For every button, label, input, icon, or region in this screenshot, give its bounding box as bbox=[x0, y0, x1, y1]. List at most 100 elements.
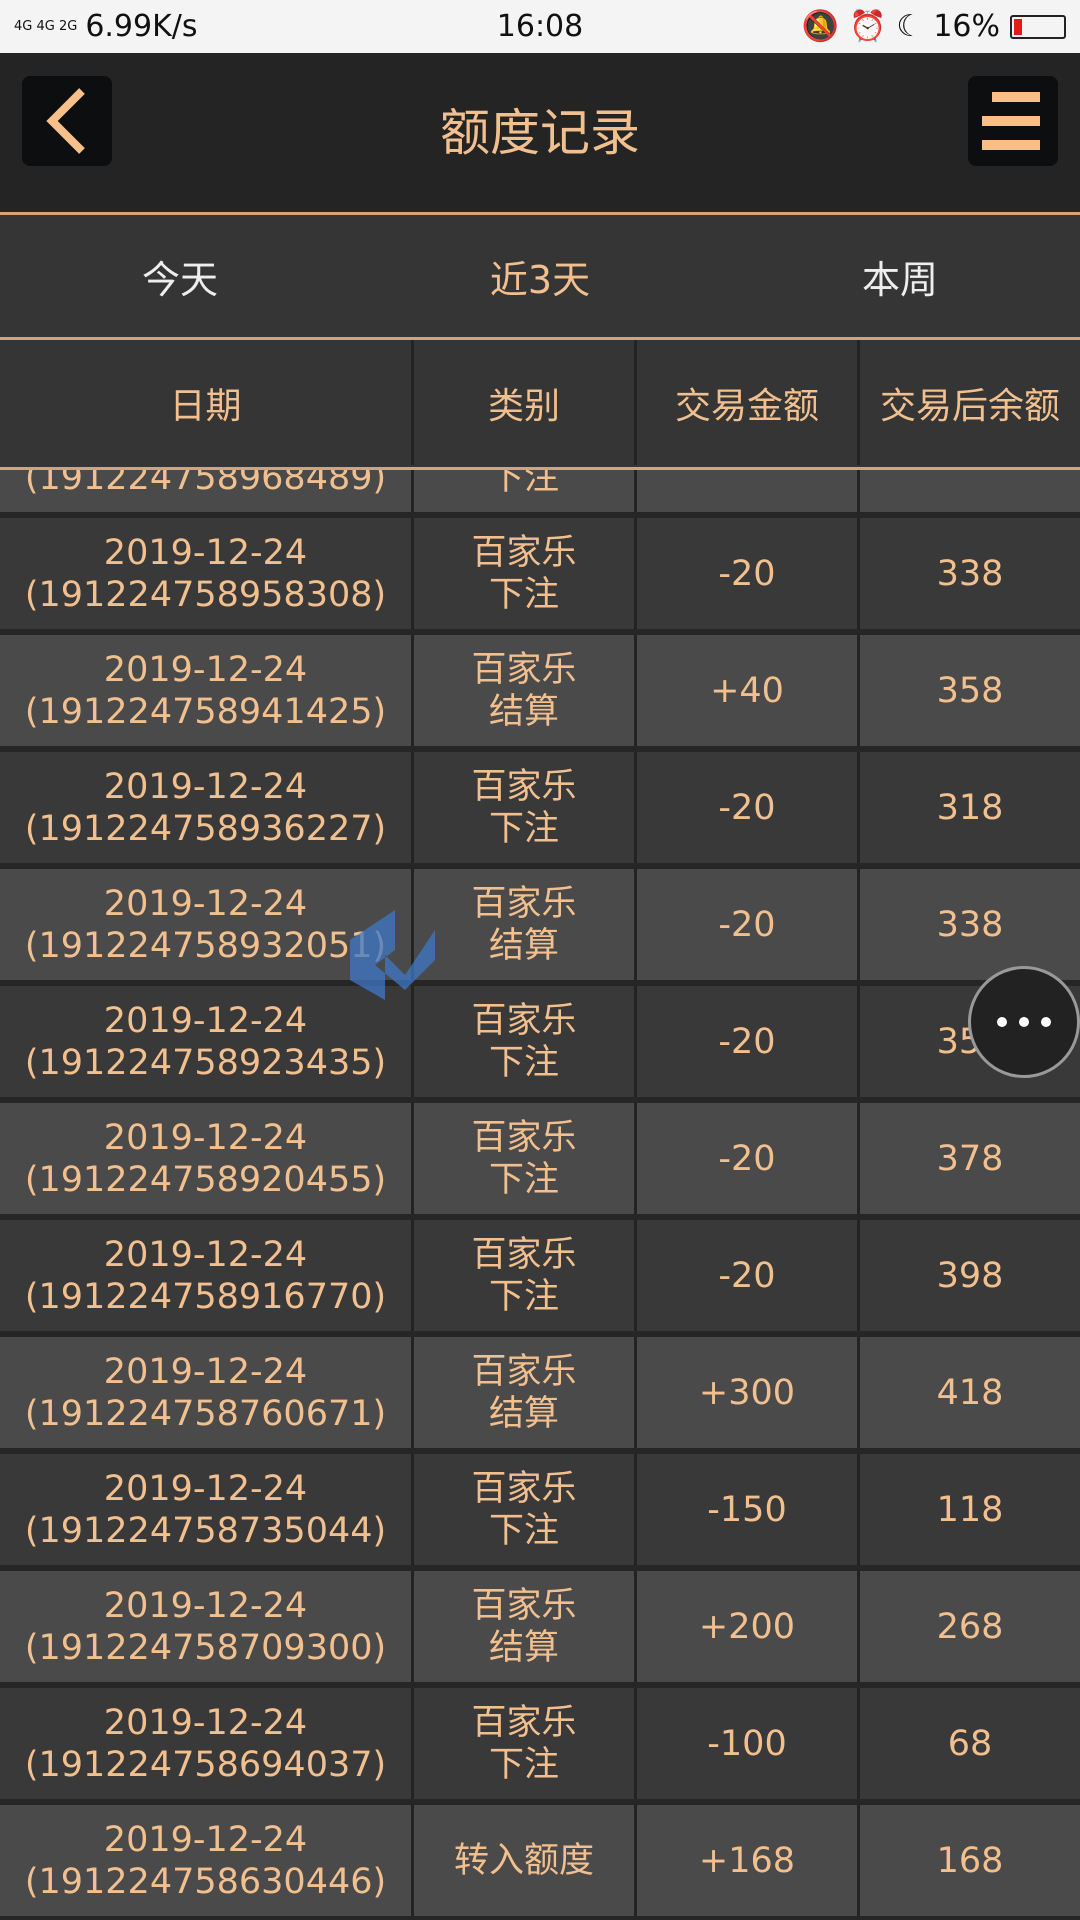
bell-muted-icon: 🔕 bbox=[801, 9, 840, 44]
balance-cell: 418 bbox=[936, 1372, 1004, 1413]
category-type: 结算 bbox=[488, 925, 559, 966]
category-cell: 百家乐下注 bbox=[414, 1688, 637, 1799]
table-row[interactable]: 2019-12-24 (191224758709300) 百家乐 结算 +200 268 bbox=[0, 1571, 1080, 1688]
dot-icon bbox=[1019, 1017, 1029, 1027]
back-button[interactable] bbox=[22, 76, 112, 166]
category-type: 结算 bbox=[488, 691, 559, 732]
date: 2019-12-24 bbox=[103, 1702, 308, 1743]
category-game: 百家乐 bbox=[471, 1468, 577, 1509]
menu-button[interactable] bbox=[968, 76, 1058, 166]
tab-this-week[interactable]: 本周 bbox=[861, 257, 938, 302]
category-game: 百家乐 bbox=[471, 649, 577, 690]
amount-cell: +200 bbox=[637, 1571, 860, 1682]
date: 2019-12-24 bbox=[103, 883, 308, 924]
table-row[interactable]: 2019-12-24 (191224758932051) 百家乐 结算 -20 338 bbox=[0, 869, 1080, 986]
table-row[interactable]: 2019-12-24 (191224758694037) 百家乐 下注 -100 68 bbox=[0, 1688, 1080, 1805]
table-row[interactable]: 2019-12-24 (191224758920455) 百家乐 下注 -20 378 bbox=[0, 1103, 1080, 1220]
category-game: 百家乐 bbox=[471, 1702, 577, 1743]
order-id: (191224758958308) bbox=[24, 574, 387, 615]
order-id: (191224758709300) bbox=[24, 1627, 387, 1668]
date: 2019-12-24 bbox=[103, 766, 308, 807]
balance-cell: 68 bbox=[947, 1723, 993, 1764]
category-game: 百家乐 bbox=[471, 1117, 577, 1158]
records-table[interactable]: 2019-12-24(191224758968489)百家乐下注-2031820… bbox=[0, 470, 1080, 1920]
order-id: (191224758932051) bbox=[24, 925, 387, 966]
tab-last-3-days[interactable]: 近3天 bbox=[489, 257, 591, 302]
more-options-button[interactable] bbox=[968, 966, 1080, 1078]
menu-icon bbox=[982, 92, 1040, 150]
battery-icon bbox=[1010, 14, 1066, 39]
table-row[interactable]: 2019-12-24 (191224758958308) 百家乐 下注 -20 338 bbox=[0, 518, 1080, 635]
amount-cell: +300 bbox=[637, 1337, 860, 1448]
category-game: 百家乐 bbox=[471, 766, 577, 807]
date-cell: 2019-12-24 (191224758958308) bbox=[0, 518, 414, 629]
category-cell: 百家乐 结算 bbox=[414, 869, 637, 980]
category-type: 下注 bbox=[488, 574, 559, 615]
battery-percent: 16% bbox=[933, 9, 1000, 44]
amount-cell: -150 bbox=[637, 1454, 860, 1565]
table-header: 日期 类别 交易金额 交易后余额 bbox=[0, 340, 1080, 470]
column-amount: 交易金额 bbox=[637, 340, 860, 465]
alarm-icon: ⏰ bbox=[849, 9, 887, 44]
table-row[interactable]: 2019-12-24 (191224758941425) 百家乐 结算 +40 358 bbox=[0, 635, 1080, 752]
category-game: 百家乐 bbox=[471, 1000, 577, 1041]
date-cell: 2019-12-24 (191224758630446) bbox=[0, 1805, 414, 1916]
table-row[interactable]: 2019-12-24 (191224758630446) 转入额度 +168 168 bbox=[0, 1805, 1080, 1920]
table-row[interactable]: 2019-12-24 (191224758735044) 百家乐 下注 -150 118 bbox=[0, 1454, 1080, 1571]
date-cell: 2019-12-24 (191224758735044) bbox=[0, 1454, 414, 1565]
date-range-tabs: 今天 近3天 本周 bbox=[0, 212, 1080, 340]
table-row[interactable]: 2019-12-24 (191224758936227) 百家乐 下注 -20 318 bbox=[0, 752, 1080, 869]
category-type: 下注 bbox=[488, 1276, 559, 1317]
date-cell: 2019-12-24 (191224758920455) bbox=[0, 1103, 414, 1214]
category-cell: 百家乐下注 bbox=[414, 1103, 637, 1214]
balance-cell: 378 bbox=[936, 1138, 1004, 1179]
date-cell: 2019-12-24 (191224758936227) bbox=[0, 752, 414, 863]
category-cell: 百家乐下注 bbox=[414, 752, 637, 863]
date-cell: 2019-12-24 (191224758709300) bbox=[0, 1571, 414, 1682]
category-type: 结算 bbox=[488, 1393, 559, 1434]
balance-cell: 358 bbox=[936, 670, 1004, 711]
date-cell: 2019-12-24 (191224758941425) bbox=[0, 635, 414, 746]
table-row[interactable]: 2019-12-24 (191224758923435) 百家乐 下注 -20 358 bbox=[0, 986, 1080, 1103]
table-row[interactable]: 2019-12-24 (191224758916770) 百家乐 下注 -20 398 bbox=[0, 1220, 1080, 1337]
category-game: 百家乐 bbox=[471, 883, 577, 924]
amount-cell: -20 bbox=[637, 1103, 860, 1214]
balance-cell: 398 bbox=[936, 1255, 1004, 1296]
category-cell: 百家乐下注 bbox=[414, 1454, 637, 1565]
balance-cell: 268 bbox=[936, 1606, 1004, 1647]
balance-cell: 318 bbox=[936, 787, 1004, 828]
amount-cell: +168 bbox=[637, 1805, 860, 1916]
network-speed: 6.99K/s bbox=[85, 9, 198, 44]
date-cell: 2019-12-24 (191224758916770) bbox=[0, 1220, 414, 1331]
date: 2019-12-24 bbox=[103, 1819, 308, 1860]
dot-icon bbox=[1041, 1017, 1051, 1027]
category-game: 百家乐 bbox=[471, 1351, 577, 1392]
amount-cell: -20 bbox=[637, 470, 860, 512]
date: 2019-12-24 bbox=[103, 1351, 308, 1392]
date: 2019-12-24 bbox=[103, 1468, 308, 1509]
date: 2019-12-24 bbox=[103, 1585, 308, 1626]
column-date: 日期 bbox=[0, 340, 414, 465]
page-title: 额度记录 bbox=[440, 104, 640, 162]
category-game: 百家乐 bbox=[471, 1234, 577, 1275]
tab-today[interactable]: 今天 bbox=[141, 257, 218, 302]
category-type: 下注 bbox=[488, 1042, 559, 1083]
category-cell: 百家乐下注 bbox=[414, 518, 637, 629]
order-id: (191224758630446) bbox=[24, 1861, 387, 1902]
category-type: 下注 bbox=[488, 1510, 559, 1551]
date-cell: 2019-12-24 (191224758932051) bbox=[0, 869, 414, 980]
date: 2019-12-24 bbox=[103, 1234, 308, 1275]
category-type: 下注 bbox=[488, 808, 559, 849]
balance-cell: 338 bbox=[936, 553, 1004, 594]
date: 2019-12-24 bbox=[103, 1000, 308, 1041]
order-id: (191224758968489) bbox=[24, 470, 387, 498]
category-game: 百家乐 bbox=[471, 1585, 577, 1626]
category-cell: 转入额度 bbox=[414, 1805, 637, 1916]
dot-icon bbox=[997, 1017, 1007, 1027]
order-id: (191224758920455) bbox=[24, 1159, 387, 1200]
category-game: 百家乐 bbox=[471, 532, 577, 573]
balance-cell: 338 bbox=[936, 904, 1004, 945]
table-row[interactable]: 2019-12-24 (191224758760671) 百家乐 结算 +300 418 bbox=[0, 1337, 1080, 1454]
status-bar: 4G 4G 2G 6.99K/s 16:08 🔕 ⏰ ☾ 16% bbox=[0, 0, 1080, 53]
